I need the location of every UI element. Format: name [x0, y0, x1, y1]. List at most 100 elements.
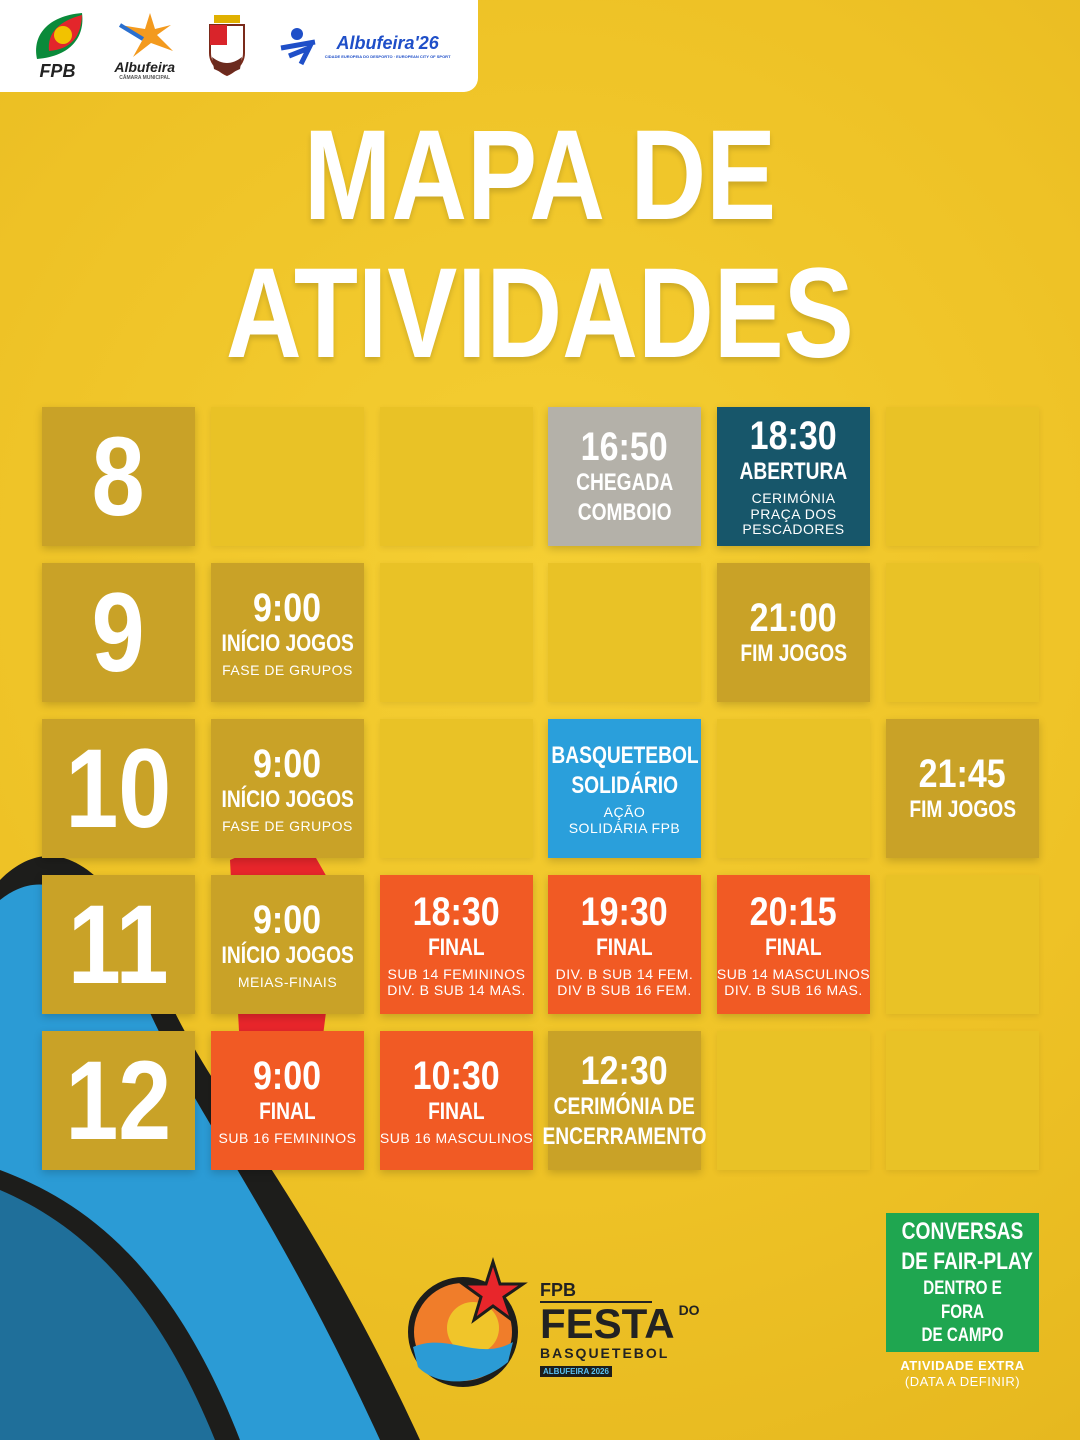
activity-cell: 21:45 FIM JOGOS — [886, 719, 1039, 858]
activity-title: FIM JOGOS — [740, 639, 847, 667]
activity-title: INÍCIO JOGOS — [221, 785, 354, 813]
empty-cell — [886, 875, 1039, 1014]
activity-time: 21:45 — [919, 751, 1006, 796]
activity-title: INÍCIO JOGOS — [221, 941, 354, 969]
activity-cell: BASQUETEBOL SOLIDÁRIO AÇÃO SOLIDÁRIA FPB — [548, 719, 701, 858]
activity-cell: 9:00 FINAL SUB 16 FEMININOS — [211, 1031, 364, 1170]
albufeira-camara-logo: Albufeira CÂMARA MUNICIPAL — [114, 11, 175, 81]
day-number: 8 — [92, 413, 145, 539]
activity-cell: 18:30 ABERTURA CERIMÓNIA PRAÇA DOS PESCADORE… — [717, 407, 870, 546]
aba-crest-logo — [202, 13, 252, 79]
activity-cell: 9:00 INÍCIO JOGOS FASE DE GRUPOS — [211, 563, 364, 702]
activity-details: SUB 14 FEMININOS DIV. B SUB 14 MAS. — [387, 966, 526, 998]
activity-details: DIV. B SUB 14 FEM. DIV B SUB 16 FEM. — [555, 966, 694, 998]
empty-cell — [886, 407, 1039, 546]
activity-time: 9:00 — [253, 1053, 322, 1098]
empty-cell — [380, 407, 533, 546]
empty-cell — [380, 719, 533, 858]
activity-title: ENCERRAMENTO — [542, 1122, 707, 1150]
day-cell: 11 — [42, 875, 195, 1014]
activity-cell: 16:50 CHEGADA COMBOIO — [548, 407, 701, 546]
empty-cell — [886, 563, 1039, 702]
activity-detail-line: DIV B SUB 16 FEM. — [557, 981, 692, 998]
activity-cell: 10:30 FINAL SUB 16 MASCULINOS — [380, 1031, 533, 1170]
activity-cell: 9:00 INÍCIO JOGOS MEIAS-FINAIS — [211, 875, 364, 1014]
activity-details: SUB 14 MASCULINOS DIV. B SUB 16 MAS. — [716, 966, 871, 998]
empty-cell — [548, 563, 701, 702]
extra-activity-note: ATIVIDADE EXTRA (DATA A DEFINIR) — [900, 1358, 1025, 1390]
activity-cell: 20:15 FINAL SUB 14 MASCULINOS DIV. B SUB 16… — [717, 875, 870, 1014]
activity-title: FINAL — [259, 1097, 316, 1125]
activity-time: 12:30 — [581, 1048, 668, 1093]
page-title-line1: MAPA DE — [303, 104, 777, 247]
activity-detail-line: CERIMÓNIA — [751, 490, 836, 507]
activity-cell: 19:30 FINAL DIV. B SUB 14 FEM. DIV B SUB 16… — [548, 875, 701, 1014]
activity-cell: 9:00 INÍCIO JOGOS FASE DE GRUPOS — [211, 719, 364, 858]
activity-details: FASE DE GRUPOS — [222, 817, 353, 834]
activity-details: SUB 16 FEMININOS — [218, 1129, 357, 1146]
activity-time: 9:00 — [253, 585, 322, 630]
empty-cell — [886, 1031, 1039, 1170]
activity-details: FASE DE GRUPOS — [222, 661, 353, 678]
activity-title: FINAL — [765, 934, 822, 962]
activity-detail-line: FASE DE GRUPOS — [222, 817, 353, 834]
festa-basquetebol-logo — [408, 1257, 528, 1387]
day-number: 11 — [68, 881, 169, 1007]
empty-cell — [717, 1031, 870, 1170]
activity-details: MEIAS-FINAIS — [237, 973, 338, 990]
activity-title: FINAL — [428, 1097, 485, 1125]
day-cell: 8 — [42, 407, 195, 546]
activity-time: 21:00 — [750, 595, 837, 640]
activity-time: 9:00 — [253, 897, 322, 942]
activity-detail-line: MEIAS-FINAIS — [237, 973, 338, 990]
activity-title: INÍCIO JOGOS — [221, 629, 354, 657]
activity-detail-line: SUB 14 MASCULINOS — [716, 966, 871, 983]
extra-activity-card: CONVERSAS DE FAIR-PLAY DENTRO E FORA DE … — [886, 1213, 1039, 1352]
activity-detail-line: SUB 16 FEMININOS — [218, 1129, 357, 1146]
activity-title: FIM JOGOS — [909, 795, 1016, 823]
activity-detail-line: SOLIDÁRIA FPB — [568, 819, 681, 836]
activity-details: CERIMÓNIA PRAÇA DOS PESCADORES — [742, 490, 845, 538]
activity-cell: 21:00 FIM JOGOS — [717, 563, 870, 702]
empty-cell — [380, 563, 533, 702]
activity-time: 9:00 — [253, 741, 322, 786]
activity-detail-line: PESCADORES — [742, 521, 845, 538]
day-number: 10 — [65, 725, 172, 851]
activity-title: FINAL — [428, 934, 485, 962]
activity-time: 20:15 — [750, 890, 837, 935]
activity-time: 16:50 — [581, 424, 668, 469]
activity-title: FINAL — [596, 934, 653, 962]
activity-detail-line: PRAÇA DOS — [750, 505, 837, 522]
fpb-logo: FPB — [27, 11, 87, 82]
activity-detail-line: FASE DE GRUPOS — [222, 661, 353, 678]
activity-details: AÇÃO SOLIDÁRIA FPB — [568, 804, 681, 836]
activity-detail-line: SUB 16 MASCULINOS — [379, 1129, 534, 1146]
day-cell: 9 — [42, 563, 195, 702]
activity-detail-line: DIV. B SUB 16 MAS. — [724, 981, 863, 998]
activity-time: 18:30 — [413, 890, 500, 935]
sponsor-logo-bar: FPB Albufeira CÂMARA MUNICIPAL Albufeira… — [0, 0, 478, 92]
activity-detail-line: SUB 14 FEMININOS — [387, 966, 526, 983]
day-cell: 12 — [42, 1031, 195, 1170]
festa-logo-text: FPB FESTA DO BASQUETEBOL ALBUFEIRA 2026 — [540, 1280, 700, 1377]
activity-detail-line: DIV. B SUB 14 MAS. — [387, 981, 526, 998]
activity-title: COMBOIO — [577, 498, 672, 526]
day-number: 9 — [92, 569, 145, 695]
empty-cell — [717, 719, 870, 858]
day-number: 12 — [65, 1037, 172, 1163]
albufeira26-logo: Albufeira'26 CIDADE EUROPEIA DO DESPORTO… — [279, 26, 451, 66]
activity-time: 10:30 — [413, 1053, 500, 1098]
activity-title: SOLIDÁRIO — [571, 772, 678, 800]
activity-time: 19:30 — [581, 890, 668, 935]
empty-cell — [211, 407, 364, 546]
activity-detail-line: AÇÃO — [603, 804, 646, 821]
activity-detail-line: DIV. B SUB 14 FEM. — [555, 966, 694, 983]
activity-cell: 18:30 FINAL SUB 14 FEMININOS DIV. B SUB 14 … — [380, 875, 533, 1014]
page-title-line2: ATIVIDADES — [226, 242, 854, 385]
activity-title: BASQUETEBOL — [550, 742, 699, 770]
activity-title: ABERTURA — [739, 458, 848, 486]
activity-time: 18:30 — [750, 414, 837, 459]
day-cell: 10 — [42, 719, 195, 858]
activity-title: CERIMÓNIA DE — [553, 1092, 696, 1120]
activity-cell: 12:30 CERIMÓNIA DE ENCERRAMENTO — [543, 1031, 706, 1170]
